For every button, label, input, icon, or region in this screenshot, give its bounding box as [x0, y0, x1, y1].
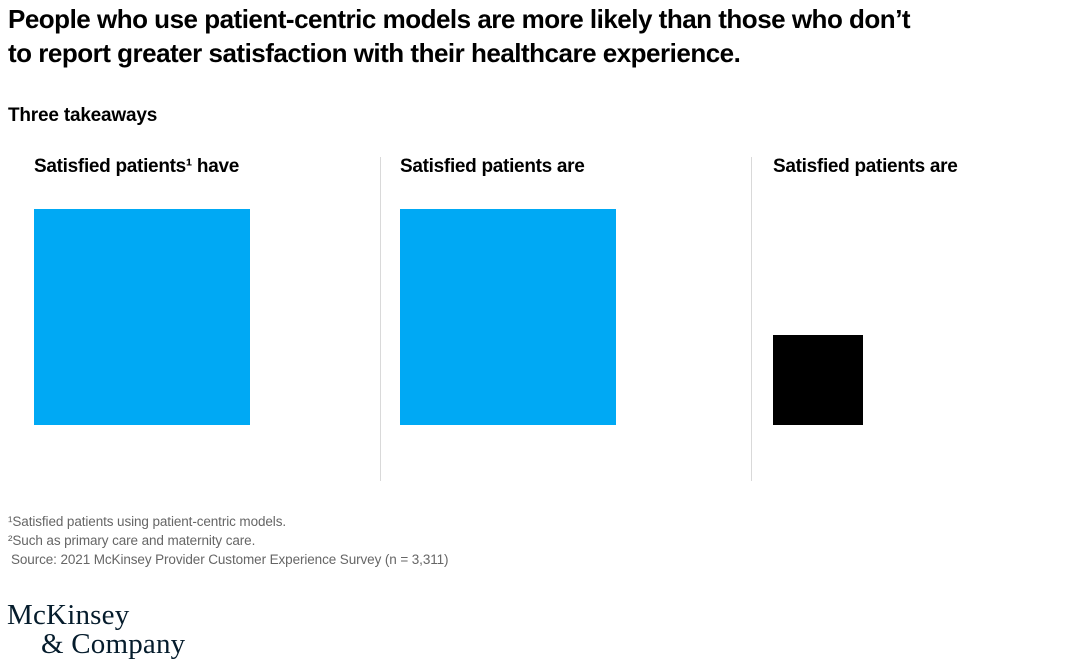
satisfaction-square-2	[400, 209, 616, 425]
satisfaction-square-1	[34, 209, 250, 425]
panel-3-header: Satisfied patients are	[773, 156, 958, 177]
panel-1-header: Satisfied patients¹ have	[34, 156, 240, 177]
page-title-line-1: People who use patient-centric models ar…	[8, 4, 911, 34]
footnote-2: ²Such as primary care and maternity care…	[8, 533, 256, 548]
footnotes: ¹Satisfied patients using patient-centri…	[8, 512, 449, 569]
panel-divider	[380, 157, 381, 481]
logo-line-1: McKinsey	[7, 599, 130, 631]
logo-line-2: & Company	[41, 628, 186, 660]
page-title: People who use patient-centric models ar…	[8, 2, 1068, 70]
source-line: Source: 2021 McKinsey Provider Customer …	[11, 552, 449, 567]
panel-2-header: Satisfied patients are	[400, 156, 585, 177]
mckinsey-logo: McKinsey & Company	[7, 601, 185, 659]
page-title-line-2: to report greater satisfaction with thei…	[8, 38, 741, 68]
satisfaction-square-3	[773, 335, 863, 425]
section-label: Three takeaways	[8, 105, 158, 126]
panel-divider	[751, 157, 752, 481]
footnote-1: ¹Satisfied patients using patient-centri…	[8, 514, 286, 529]
